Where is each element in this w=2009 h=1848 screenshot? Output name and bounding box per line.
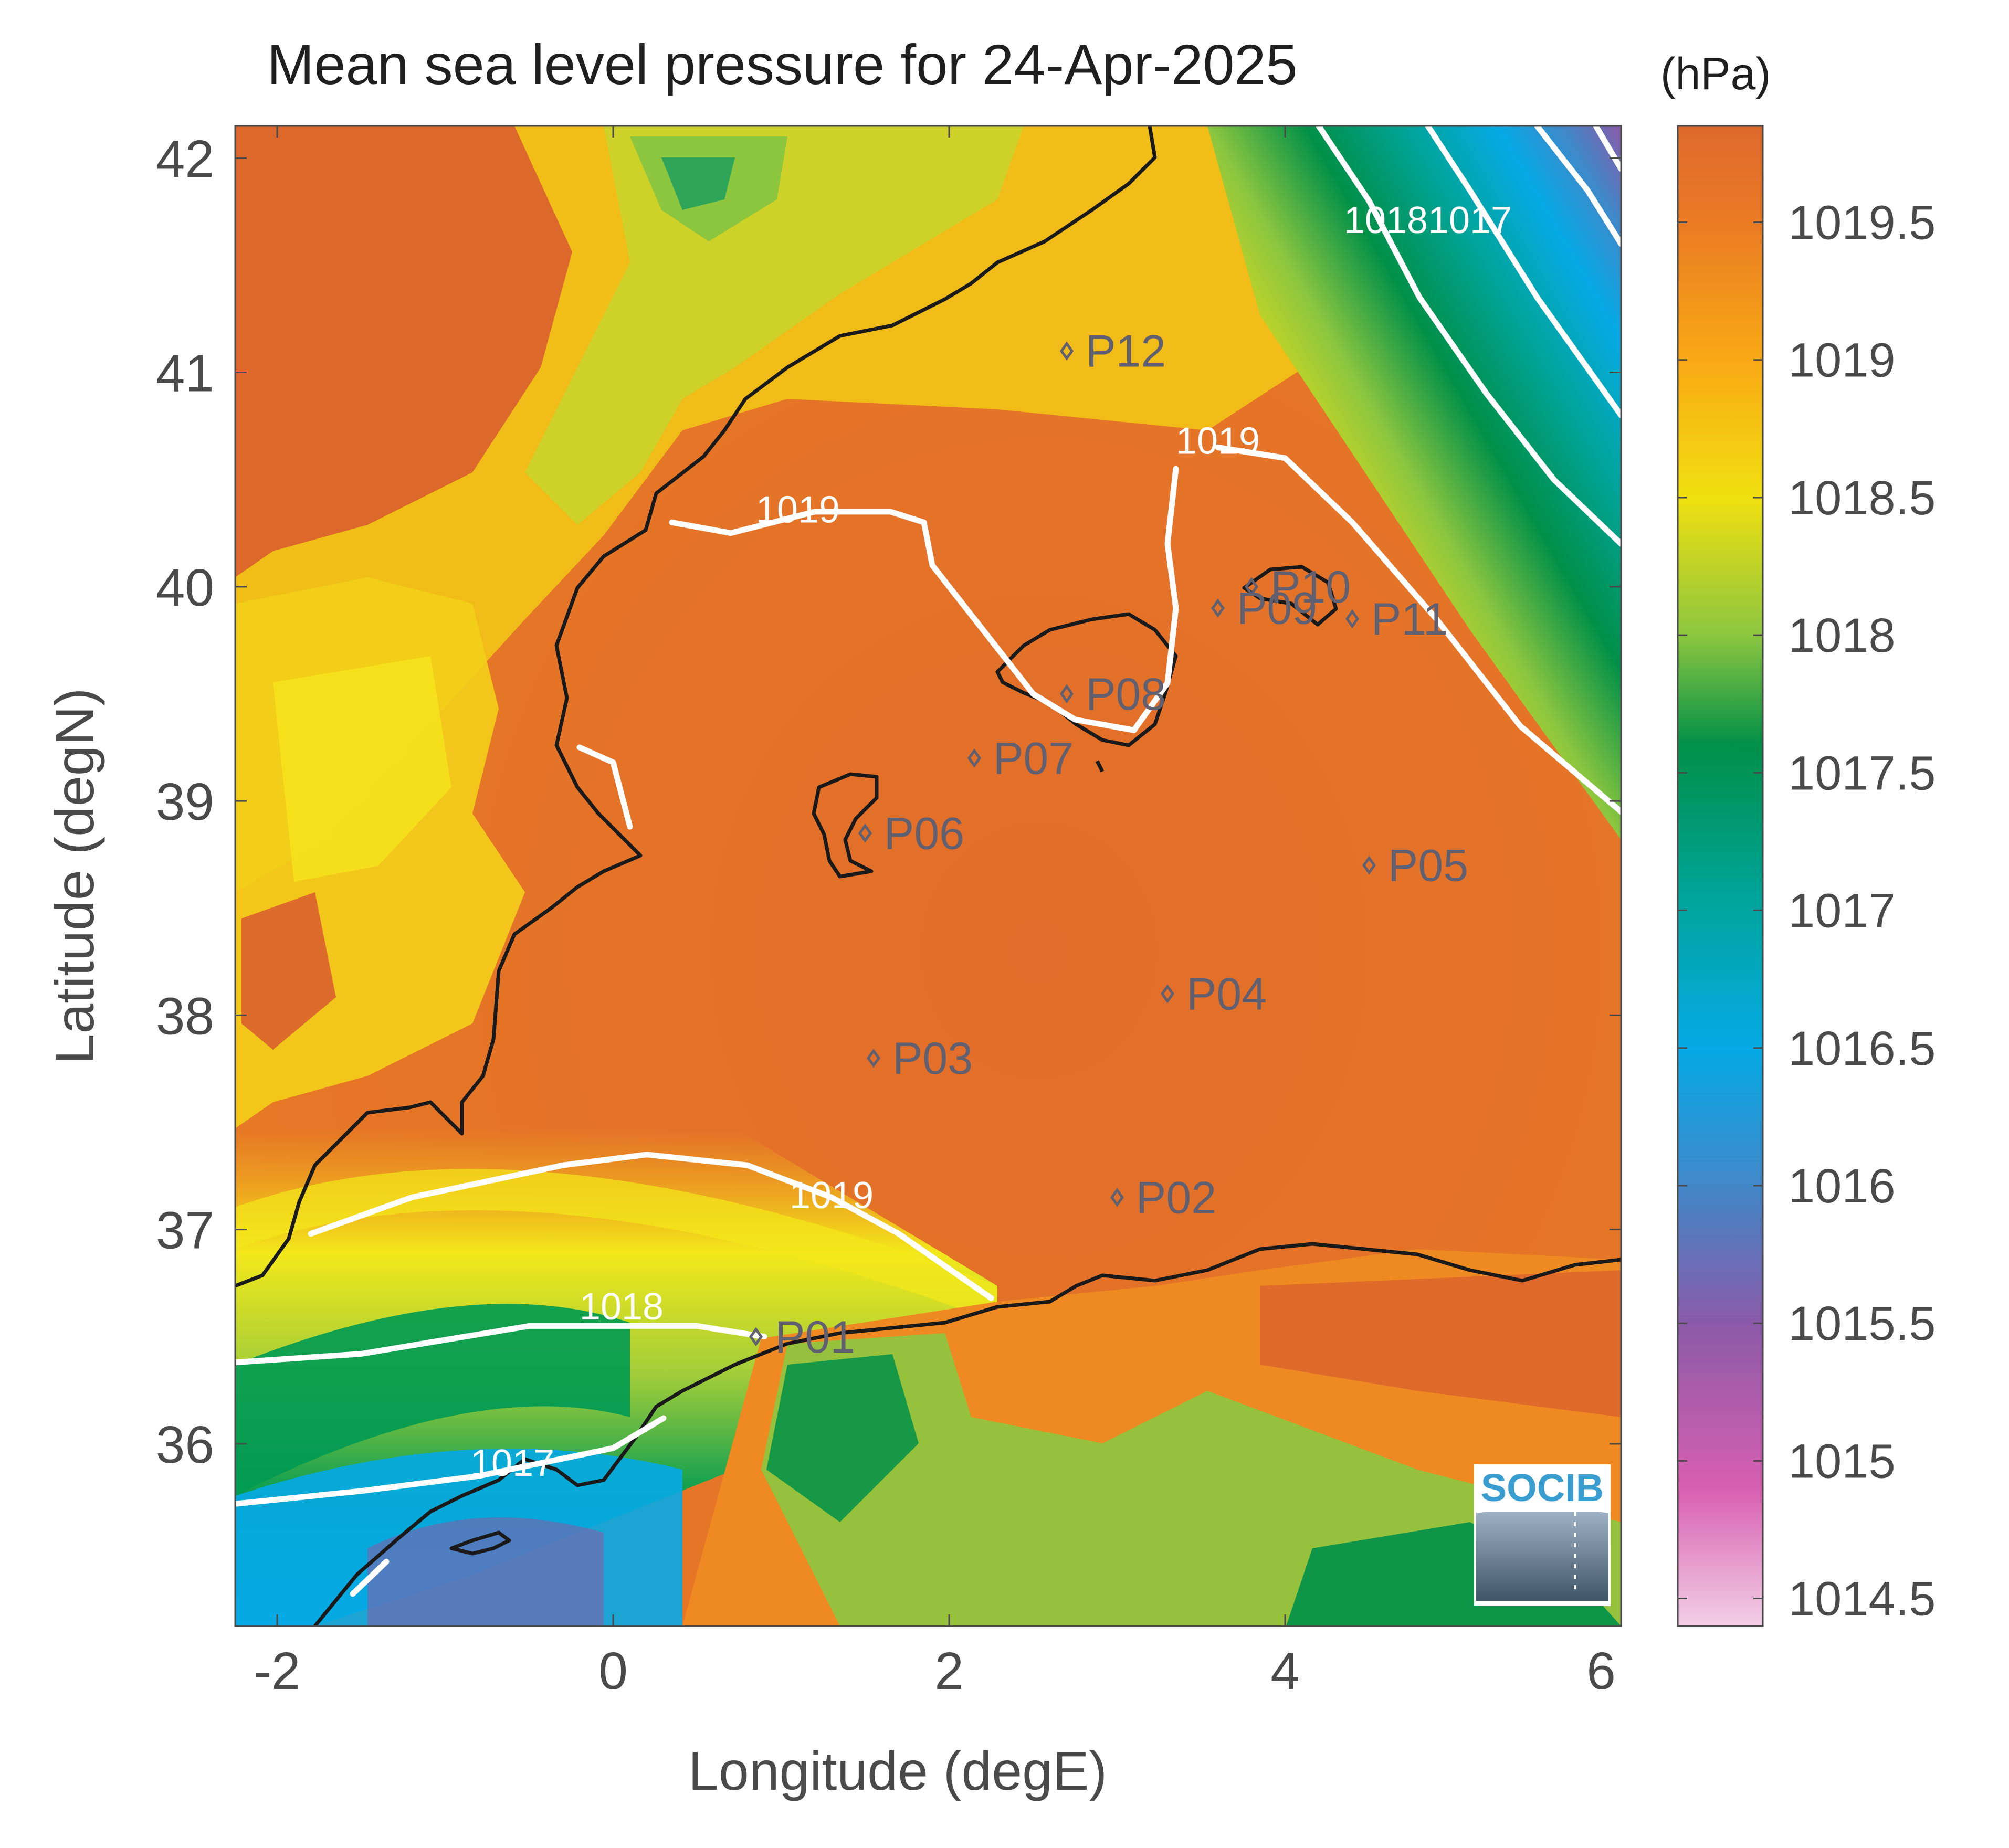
- isobar-line: [1534, 126, 1621, 247]
- y-tick-label: 37: [156, 1201, 214, 1260]
- x-axis: -2 0 2 4 6: [254, 126, 1622, 1701]
- colorbar-ticks: 1014.5 1015 1015.5 1016 1016.5 1017 1017.5 1018…: [1678, 196, 1936, 1626]
- isobar-label: 1019: [756, 489, 840, 531]
- y-axis: 36 37 38 39 40 41 42: [156, 130, 1621, 1474]
- colorbar: [1677, 125, 1764, 1627]
- isobar-line: [235, 1323, 767, 1366]
- colorbar-tick-label: 1017.5: [1788, 746, 1936, 800]
- map-frame: [234, 125, 1622, 1627]
- x-tick-label: 2: [934, 1642, 964, 1701]
- map-title: Mean sea level pressure for 24-Apr-2025: [267, 33, 1297, 96]
- x-axis-label: Longitude (degE): [688, 1741, 1107, 1802]
- station-marker: [1160, 984, 1175, 1004]
- x-tick-label: 6: [1586, 1642, 1616, 1701]
- station-label: P12: [1086, 326, 1166, 377]
- x-tick-label: 4: [1270, 1642, 1300, 1701]
- colorbar-tick-label: 1019: [1788, 334, 1896, 387]
- colorbar-tick-label: 1019.5: [1788, 196, 1936, 250]
- y-axis-label: Latitude (degN): [45, 688, 106, 1064]
- station-marker: [749, 1327, 763, 1347]
- station-label: P07: [993, 733, 1074, 784]
- station-marker: [1345, 609, 1360, 629]
- isobar-label: 1019: [790, 1175, 874, 1217]
- isobar-line: [235, 1415, 667, 1507]
- x-tick-label: 0: [598, 1642, 628, 1701]
- station-label: P06: [884, 808, 964, 859]
- station-marker: [858, 823, 872, 843]
- pressure-field: [235, 126, 1621, 1626]
- y-tick-label: 40: [156, 558, 214, 617]
- isobar-label: 1019: [1176, 420, 1260, 462]
- colorbar-tick-label: 1015.5: [1788, 1297, 1936, 1350]
- station-label: P02: [1136, 1173, 1216, 1223]
- colorbar-tick-label: 1015: [1788, 1434, 1896, 1488]
- isobar-line: [350, 1559, 390, 1597]
- station-label: P03: [892, 1033, 973, 1084]
- station-marker: [866, 1048, 881, 1068]
- colorbar-tick-label: 1016.5: [1788, 1022, 1936, 1075]
- y-tick-label: 38: [156, 987, 214, 1046]
- colorbar-tick-label: 1018: [1788, 609, 1896, 662]
- isobar-line: [1425, 126, 1621, 418]
- isobar-line: [576, 744, 633, 830]
- isobar-line: [1593, 126, 1621, 172]
- socib-logo: SOCIB: [1474, 1464, 1611, 1606]
- station-marker: [1211, 598, 1225, 618]
- colorbar-tick-label: 1014.5: [1788, 1572, 1936, 1626]
- station-label: P08: [1086, 669, 1166, 720]
- logo-text: SOCIB: [1481, 1466, 1604, 1509]
- station-marker: [1362, 856, 1376, 875]
- isobar-line: [669, 466, 1179, 733]
- isobar-line: [1316, 126, 1621, 547]
- station-marker: [1059, 341, 1074, 361]
- isobar-label: 1018: [1344, 199, 1428, 241]
- station-label: P10: [1270, 562, 1351, 613]
- isobar-label: 1017: [1428, 199, 1512, 241]
- station-label: P01: [775, 1312, 855, 1363]
- y-tick-label: 41: [156, 344, 214, 403]
- x-tick-label: -2: [254, 1642, 301, 1701]
- colorbar-tick-label: 1017: [1788, 884, 1896, 938]
- isobar-line: [1215, 444, 1621, 815]
- y-tick-label: 36: [156, 1416, 214, 1474]
- y-tick-label: 42: [156, 130, 214, 188]
- station-marker: [967, 748, 982, 768]
- colorbar-tick-label: 1018.5: [1788, 471, 1936, 525]
- y-tick-label: 39: [156, 773, 214, 831]
- colorbar-tick-label: 1016: [1788, 1159, 1896, 1213]
- isobar-line: [308, 1152, 994, 1301]
- station-label: P05: [1388, 841, 1468, 891]
- colorbar-unit-label: (hPa): [1660, 49, 1771, 99]
- station-label: P04: [1186, 969, 1267, 1020]
- isobar-label: 1017: [470, 1442, 554, 1484]
- station-label: P11: [1371, 594, 1448, 645]
- station-marker: [1244, 577, 1259, 597]
- isobar-label: 1018: [580, 1286, 664, 1328]
- station-marker: [1059, 684, 1074, 704]
- station-marker: [1110, 1188, 1124, 1207]
